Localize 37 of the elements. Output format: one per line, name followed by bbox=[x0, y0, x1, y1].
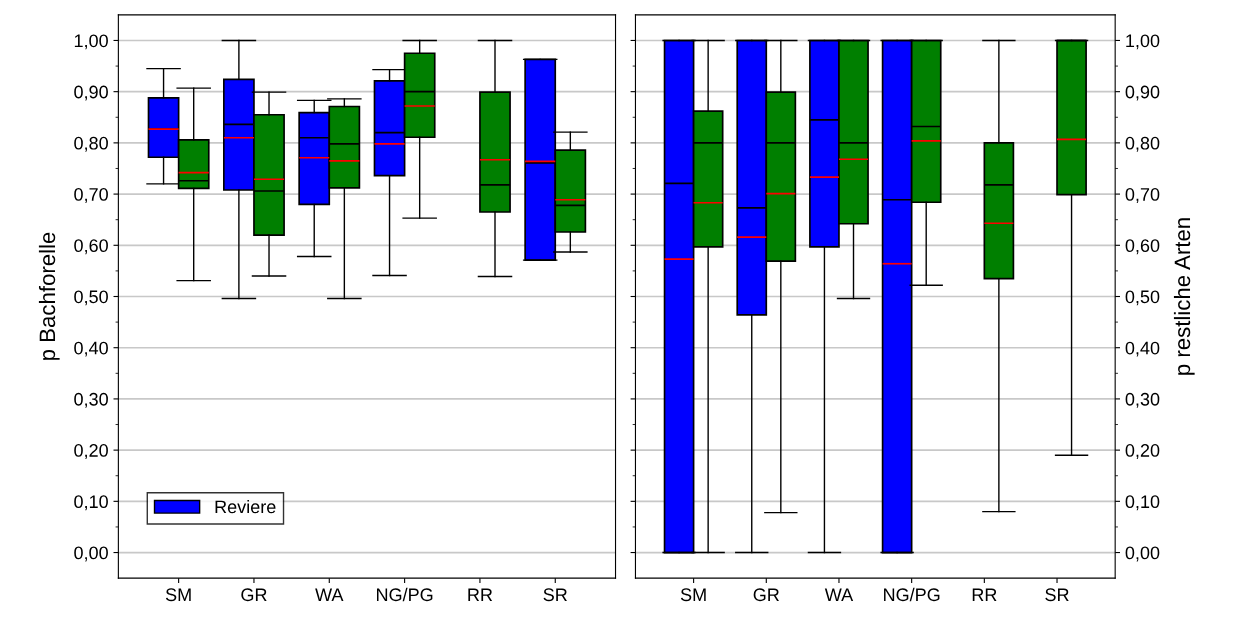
y-tick-label: 0,90 bbox=[1125, 85, 1160, 101]
y-tick-label: 0,00 bbox=[1125, 546, 1160, 562]
y-tick-label: 0,40 bbox=[74, 341, 108, 357]
x-tick-label: SM bbox=[680, 588, 706, 602]
y-tick-label: 0,30 bbox=[74, 392, 108, 408]
x-tick-label: GR bbox=[241, 588, 267, 602]
y-tick-label: 0,20 bbox=[74, 444, 108, 459]
legend-label: Reviere bbox=[215, 500, 276, 514]
y-tick-label: 0,70 bbox=[1125, 188, 1160, 203]
y-axis-title: p restliche Arten bbox=[1173, 218, 1195, 375]
y-tick-label: 0,30 bbox=[1125, 392, 1160, 408]
x-tick-label: RR bbox=[972, 588, 997, 601]
x-tick-label: SR bbox=[543, 588, 567, 602]
y-tick-label: 0,00 bbox=[74, 546, 108, 562]
y-tick-label: 0,50 bbox=[74, 290, 108, 306]
y-axis-title: p Bachforelle bbox=[38, 232, 60, 360]
y-tick-label: 0,70 bbox=[74, 188, 108, 203]
y-tick-label: 1,00 bbox=[74, 34, 108, 50]
x-tick-label: SM bbox=[165, 588, 191, 602]
y-tick-label: 0,40 bbox=[1125, 341, 1160, 357]
y-tick-label: 0,50 bbox=[1125, 290, 1160, 306]
x-tick-label: NG/PG bbox=[884, 587, 940, 602]
y-tick-label: 1,00 bbox=[1126, 34, 1160, 50]
y-tick-label: 0,90 bbox=[74, 85, 108, 101]
y-tick-label: 0,80 bbox=[1125, 136, 1160, 152]
x-tick-label: WA bbox=[824, 588, 854, 601]
x-tick-label: NG/PG bbox=[377, 587, 433, 602]
x-tick-label: SR bbox=[1045, 588, 1069, 602]
y-tick-label: 0,10 bbox=[1125, 495, 1160, 511]
y-tick-label: 0,10 bbox=[74, 495, 108, 511]
y-tick-label: 0,60 bbox=[74, 239, 108, 255]
y-tick-label: 0,20 bbox=[1125, 444, 1160, 459]
y-tick-label: 0,80 bbox=[74, 136, 108, 152]
x-tick-label: RR bbox=[468, 588, 493, 601]
x-tick-label: WA bbox=[315, 588, 344, 601]
x-tick-label: GR bbox=[753, 588, 779, 602]
y-tick-label: 0,60 bbox=[1125, 239, 1160, 255]
